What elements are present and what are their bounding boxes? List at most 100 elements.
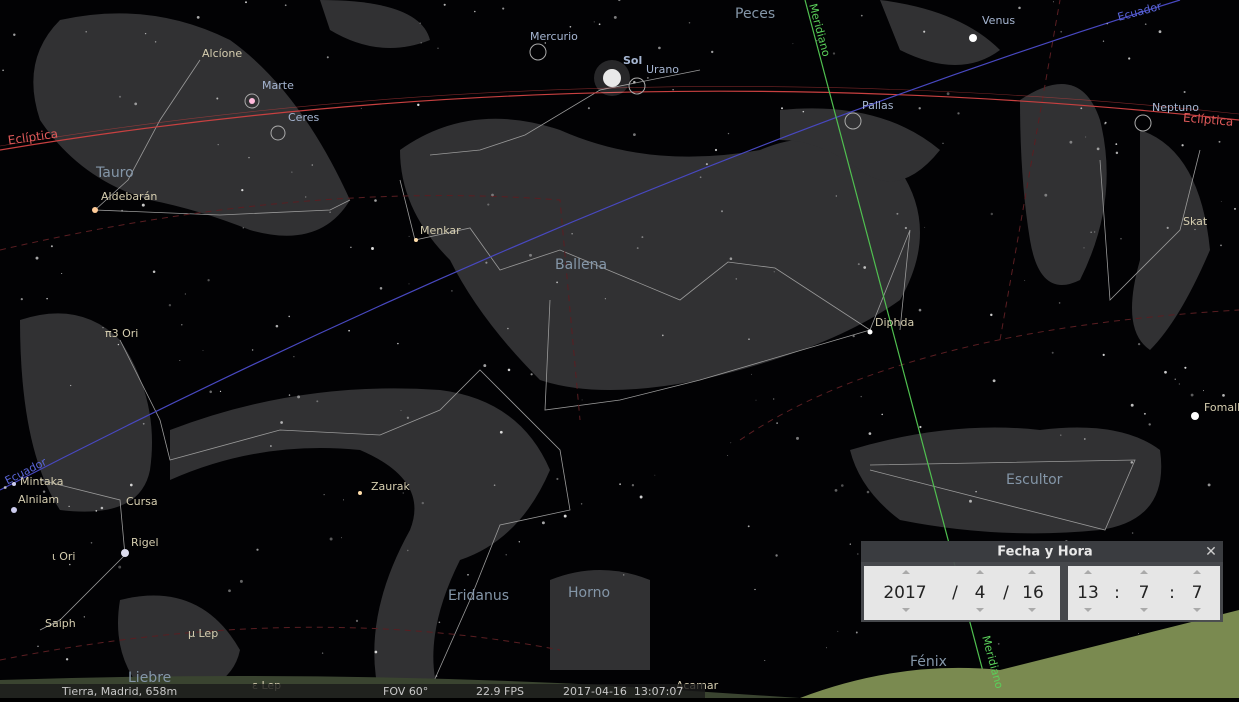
close-button[interactable]: ✕ <box>1205 544 1217 560</box>
faint-star <box>641 236 643 238</box>
faint-star <box>85 31 87 33</box>
faint-star <box>924 227 925 228</box>
star[interactable] <box>1191 412 1199 420</box>
star-label: Fomall <box>1204 401 1239 414</box>
faint-star <box>715 149 717 151</box>
faint-star <box>203 350 204 351</box>
faint-star <box>841 484 844 487</box>
faint-star <box>343 499 344 500</box>
faint-star <box>185 293 186 294</box>
star-label: Alcíone <box>202 47 242 60</box>
faint-star <box>397 343 398 344</box>
second-field[interactable]: 7 <box>1192 583 1203 603</box>
faint-star <box>439 621 441 623</box>
minute-field[interactable]: 7 <box>1139 583 1150 603</box>
faint-star <box>508 369 511 372</box>
faint-star <box>632 484 634 486</box>
faint-star <box>1175 379 1176 380</box>
faint-star <box>341 537 342 538</box>
faint-star <box>776 422 778 424</box>
faint-star <box>975 491 977 493</box>
star[interactable] <box>358 491 362 495</box>
faint-star <box>556 478 558 480</box>
faint-star <box>1024 280 1025 281</box>
star-label: π3 Ori <box>105 327 138 340</box>
planet[interactable] <box>969 34 977 42</box>
faint-star <box>1091 232 1092 233</box>
faint-star <box>245 1 247 3</box>
faint-star <box>919 309 922 312</box>
faint-star <box>70 385 71 386</box>
faint-star <box>256 549 258 551</box>
faint-star <box>531 373 533 375</box>
faint-star <box>422 502 424 504</box>
faint-star <box>130 484 133 487</box>
faint-star <box>324 494 325 495</box>
constellation-label: Escultor <box>1006 472 1063 488</box>
faint-star <box>36 257 39 260</box>
faint-star <box>853 335 855 337</box>
faint-star <box>775 554 777 556</box>
faint-star <box>289 394 290 395</box>
star-label: Saiph <box>45 617 76 630</box>
year-field[interactable]: 2017 <box>883 583 926 603</box>
dialog-title: Fecha y Hora <box>997 545 1092 560</box>
date-time-dialog: Fecha y Hora ✕ 2017 / 4 / 16 13 : 7 : 7 <box>861 541 1223 622</box>
faint-star <box>330 538 333 541</box>
faint-star <box>474 11 476 13</box>
faint-star <box>241 189 243 191</box>
sky-view[interactable]: Peces Tauro Ballena Eridanus Horno Escul… <box>0 0 1239 698</box>
planet-label: Mercurio <box>530 30 578 43</box>
faint-star <box>1138 343 1140 345</box>
faint-star <box>1144 413 1146 415</box>
faint-star <box>401 410 402 411</box>
month-field[interactable]: 4 <box>975 583 986 603</box>
faint-star <box>1131 461 1134 464</box>
faint-star <box>1044 194 1047 197</box>
faint-star <box>1128 57 1130 59</box>
constellation-label: Ballena <box>555 257 607 273</box>
faint-star <box>599 23 601 25</box>
star-label: Menkar <box>420 224 461 237</box>
planet[interactable] <box>249 98 255 104</box>
faint-star <box>143 423 145 425</box>
faint-star <box>209 391 212 394</box>
faint-star <box>689 22 691 24</box>
date-separator: / <box>1003 583 1009 603</box>
faint-star <box>861 15 863 17</box>
time-separator: : <box>1169 583 1175 603</box>
faint-star <box>923 31 925 33</box>
planet-label: Venus <box>982 14 1015 27</box>
faint-star <box>519 541 520 542</box>
hour-field[interactable]: 13 <box>1077 583 1099 603</box>
faint-star <box>869 432 872 435</box>
day-field[interactable]: 16 <box>1022 583 1044 603</box>
star[interactable] <box>868 330 873 335</box>
star[interactable] <box>121 549 129 557</box>
faint-star <box>570 26 572 28</box>
faint-star <box>420 42 421 43</box>
faint-star <box>91 542 93 544</box>
faint-star <box>417 104 419 106</box>
faint-star <box>485 262 487 264</box>
faint-star <box>348 330 350 332</box>
star[interactable] <box>414 238 418 242</box>
faint-star <box>181 324 182 325</box>
faint-star <box>594 21 595 22</box>
faint-star <box>1167 227 1169 229</box>
faint-star <box>305 196 306 197</box>
faint-star <box>118 344 119 345</box>
faint-star <box>21 298 23 300</box>
star[interactable] <box>11 507 17 513</box>
faint-star <box>84 616 85 617</box>
star-label: Skat <box>1183 215 1208 228</box>
star[interactable] <box>92 207 98 213</box>
faint-star <box>858 263 860 265</box>
faint-star <box>288 316 290 318</box>
faint-star <box>118 566 121 569</box>
faint-star <box>444 4 446 6</box>
faint-star <box>1069 141 1072 144</box>
faint-star <box>371 247 374 250</box>
faint-star <box>243 227 244 228</box>
faint-star <box>721 210 723 212</box>
